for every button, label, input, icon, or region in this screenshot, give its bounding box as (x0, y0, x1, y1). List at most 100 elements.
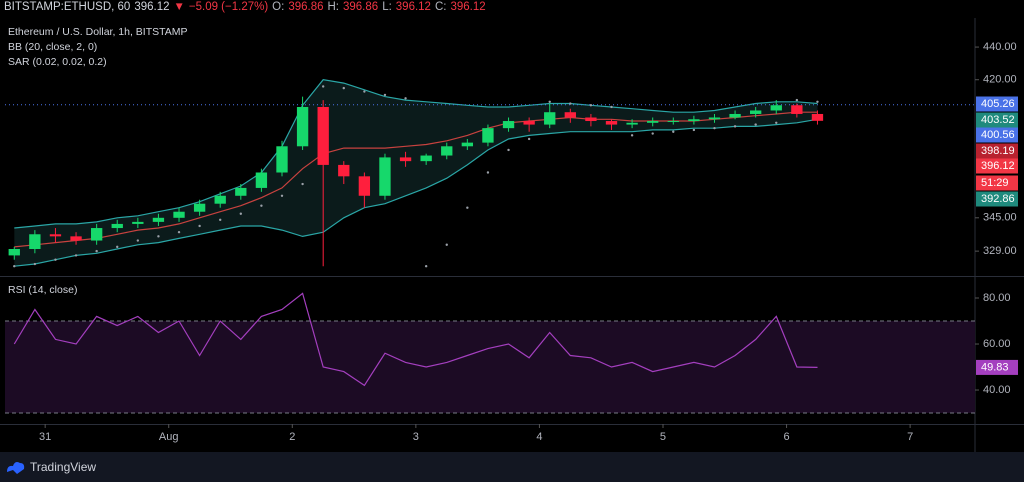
y-tick-label: 329.00 (983, 245, 1017, 257)
sar-dot (589, 104, 593, 107)
sar-dot (816, 100, 819, 103)
price-tag (976, 127, 1018, 143)
sar-dot (486, 171, 490, 174)
sar-dot (754, 123, 757, 126)
price-tag-label: 403.52 (981, 114, 1015, 126)
sar-dot (74, 254, 78, 257)
sar-dot (733, 125, 737, 128)
price-tag (976, 143, 1018, 159)
rsi-y-tick-label: 80.00 (983, 292, 1011, 304)
sar-dot (321, 85, 325, 88)
sar-dot (672, 130, 675, 133)
price-tag-label: 405.26 (981, 98, 1015, 110)
price-tag-label: 392.86 (981, 193, 1015, 205)
sar-dot (795, 98, 799, 102)
sar-dot (424, 265, 428, 268)
price-tag (976, 158, 1018, 174)
candle-body (358, 176, 371, 196)
h-value: 396.86 (343, 1, 379, 13)
sar-dot (466, 206, 469, 209)
candle-body (502, 121, 515, 129)
o-label: O: (272, 1, 285, 13)
candle-body (544, 112, 556, 125)
candle-body (605, 121, 618, 125)
candle-body (214, 195, 226, 204)
sar-dot (610, 105, 613, 109)
x-tick-label: 4 (536, 431, 542, 443)
sar-dot (157, 235, 160, 238)
l-value: 396.12 (395, 1, 431, 13)
sar-dot (239, 212, 243, 215)
header: BITSTAMP:ETHUSD, 60 396.12 ▼ −5.09 (−1.2… (4, 1, 486, 13)
c-value: 396.12 (450, 1, 486, 13)
candle-body (8, 249, 20, 256)
candle-body (708, 117, 721, 120)
bb-fill (14, 79, 818, 267)
candle-body (688, 119, 700, 122)
price-tag-label: 51:29 (981, 177, 1009, 189)
arrow: ▼ (173, 1, 185, 13)
candle-body (523, 121, 535, 125)
sar-dot (445, 243, 448, 246)
candle-body (729, 113, 741, 118)
logo-shape (7, 462, 25, 474)
candle-body (585, 117, 597, 122)
candle-body (152, 217, 165, 222)
sar-dot (116, 245, 119, 249)
price-tag-label: 398.19 (981, 145, 1015, 157)
sar-dot (507, 148, 510, 152)
candle-body (750, 110, 762, 114)
legend-main: Ethereum / U.S. Dollar, 1h, BITSTAMP (8, 26, 188, 38)
last-price: 396.12 (134, 1, 170, 13)
sar-dot (342, 86, 345, 90)
sar-dot (363, 90, 366, 93)
candle-body (626, 122, 638, 125)
footer: TradingView (0, 452, 1024, 482)
sar-dot (527, 137, 531, 141)
sar-dot (177, 230, 181, 234)
candle-body (420, 155, 432, 162)
price-tag (976, 112, 1018, 128)
candle-body (111, 223, 123, 229)
candle-body (235, 187, 247, 196)
sar-dot (260, 204, 263, 207)
l-label: L: (382, 1, 392, 13)
candle-body (461, 142, 474, 147)
candle-body (317, 106, 329, 165)
x-tick-label: 31 (39, 431, 51, 443)
bb-basis (14, 111, 818, 248)
price-tag (976, 96, 1018, 112)
rsi-line (13, 292, 818, 387)
candle-body (70, 236, 82, 241)
candle-body (791, 105, 803, 114)
candle-body (647, 121, 659, 123)
sar-dot (548, 100, 551, 103)
sar-dot (54, 258, 57, 261)
price-tag (976, 175, 1018, 191)
sar-dot (569, 102, 572, 105)
candle-body (193, 203, 206, 212)
sar-dot (95, 249, 98, 253)
candle-body (296, 106, 309, 147)
candle-body (29, 234, 41, 250)
candle-body (132, 221, 144, 224)
x-tick-label: 5 (660, 431, 666, 443)
symbol: BITSTAMP:ETHUSD, 60 (4, 1, 131, 13)
candle-body (399, 157, 412, 162)
price-tag (976, 191, 1018, 207)
y-tick-label: 345.00 (983, 212, 1017, 224)
legend-bb: BB (20, close, 2, 0) (8, 41, 98, 53)
logo (7, 462, 25, 474)
sar-dot (33, 262, 37, 266)
sar-dot (630, 134, 634, 137)
x-tick-label: 6 (783, 431, 789, 443)
candle-body (770, 105, 782, 111)
bb-lower (14, 118, 818, 267)
x-tick-label: 7 (907, 431, 913, 443)
price-tag-label: 396.12 (981, 160, 1015, 172)
sar-dot (198, 224, 201, 228)
candle-body (90, 228, 103, 241)
legend-sar: SAR (0.02, 0.02, 0.2) (8, 56, 107, 68)
o-value: 396.86 (288, 1, 324, 13)
